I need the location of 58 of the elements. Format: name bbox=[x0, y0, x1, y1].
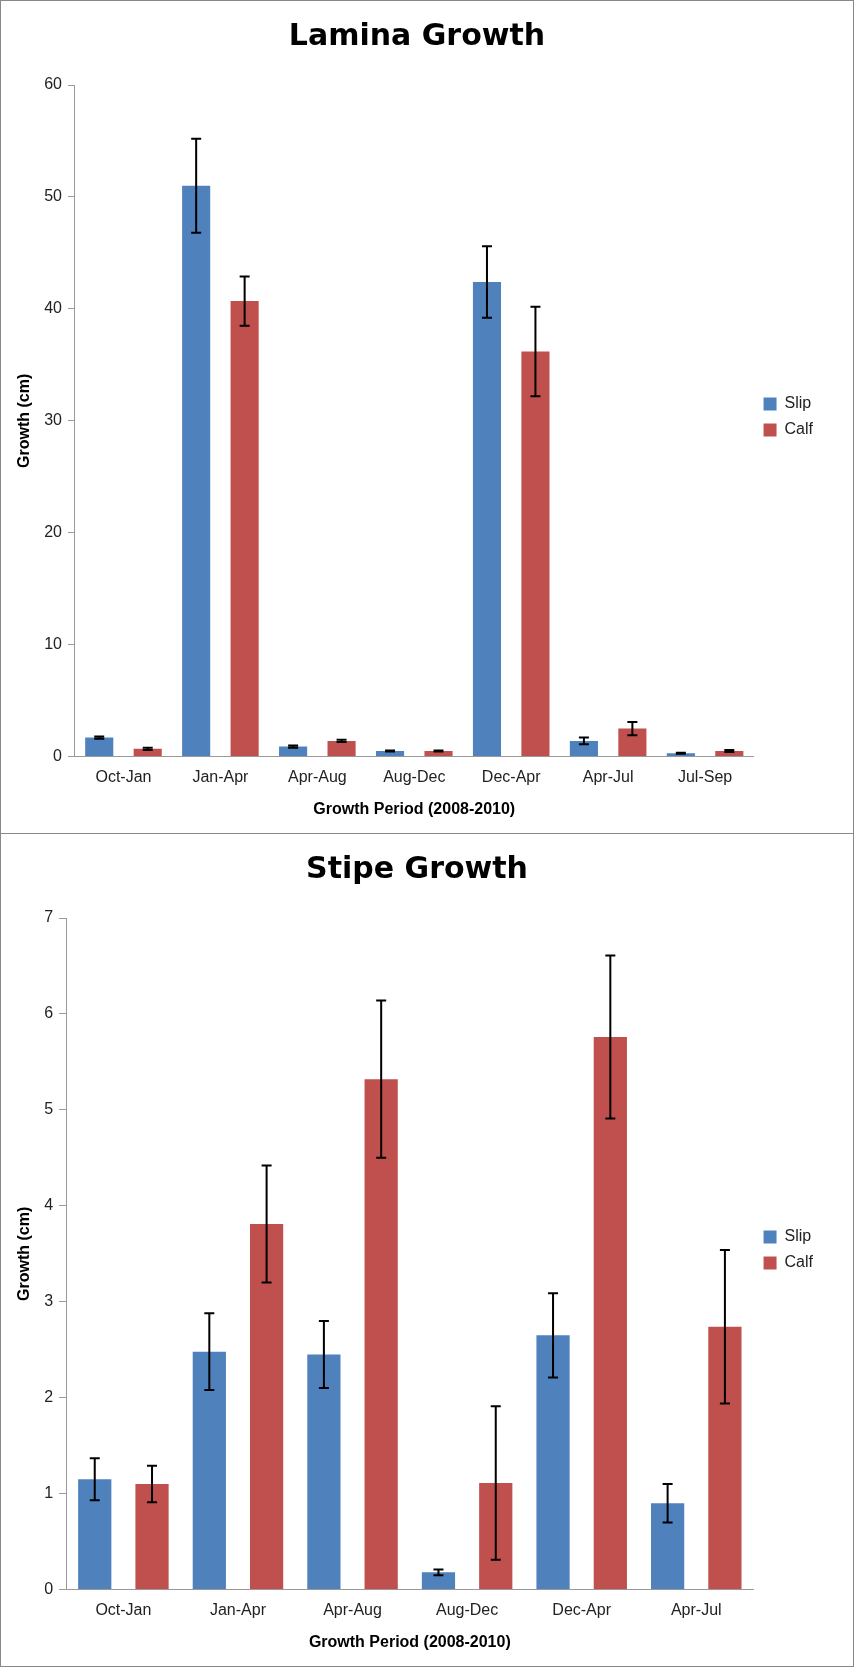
x-axis-title: Growth Period (2008-2010) bbox=[313, 799, 516, 817]
bar bbox=[536, 1335, 570, 1590]
bar bbox=[135, 1484, 169, 1590]
y-tick-label: 1 bbox=[44, 1484, 54, 1502]
x-tick-label: Apr-Aug bbox=[287, 767, 347, 785]
y-tick-label: 40 bbox=[44, 299, 63, 317]
y-tick-label: 6 bbox=[44, 1004, 54, 1022]
bar bbox=[249, 1224, 284, 1590]
bar bbox=[593, 1036, 627, 1590]
y-tick-label: 5 bbox=[44, 1100, 54, 1118]
y-tick-label: 7 bbox=[44, 908, 54, 926]
x-tick-label: Jul-Sep bbox=[677, 767, 733, 785]
y-tick-label: 0 bbox=[44, 1580, 54, 1598]
bar bbox=[521, 351, 550, 757]
y-tick-label: 20 bbox=[44, 523, 63, 541]
bar bbox=[307, 1354, 341, 1590]
y-tick-label: 10 bbox=[44, 635, 63, 653]
x-tick-label: Jan-Apr bbox=[192, 767, 250, 785]
y-tick-label: 4 bbox=[44, 1196, 54, 1214]
y-tick-label: 0 bbox=[53, 747, 63, 765]
bar bbox=[651, 1503, 685, 1590]
bar bbox=[182, 185, 211, 757]
y-tick-label: 30 bbox=[44, 411, 63, 429]
y-axis-title: Growth (cm) bbox=[15, 1206, 33, 1301]
x-tick-label: Aug-Dec bbox=[435, 1600, 499, 1618]
x-tick-label: Apr-Jul bbox=[582, 767, 634, 785]
bar bbox=[78, 1479, 112, 1590]
bar bbox=[472, 282, 502, 757]
y-tick-label: 2 bbox=[44, 1388, 54, 1406]
x-tick-label: Jan-Apr bbox=[209, 1600, 267, 1618]
bar bbox=[364, 1079, 398, 1590]
bar bbox=[85, 737, 114, 757]
x-axis-title: Growth Period (2008-2010) bbox=[308, 1632, 511, 1650]
x-tick-label: Aug-Dec bbox=[383, 767, 446, 785]
x-tick-label: Dec-Apr bbox=[552, 1600, 612, 1618]
bar bbox=[479, 1483, 513, 1590]
bar bbox=[327, 740, 356, 757]
legend-label: Calf bbox=[784, 420, 814, 438]
y-tick-label: 60 bbox=[44, 75, 63, 93]
y-tick-label: 3 bbox=[44, 1292, 54, 1310]
chart-title: Lamina Growth bbox=[288, 16, 546, 52]
legend-label: Slip bbox=[784, 1227, 812, 1245]
bar bbox=[569, 740, 598, 757]
x-tick-label: Oct-Jan bbox=[95, 767, 152, 785]
bar bbox=[708, 1326, 742, 1590]
y-tick-label: 50 bbox=[44, 187, 63, 205]
x-tick-label: Apr-Aug bbox=[323, 1600, 382, 1618]
y-axis-title: Growth (cm) bbox=[15, 373, 33, 468]
bar bbox=[618, 728, 647, 757]
bar bbox=[230, 301, 259, 757]
x-tick-label: Dec-Apr bbox=[481, 767, 542, 785]
legend-label: Calf bbox=[784, 1253, 814, 1271]
chart-title: Stipe Growth bbox=[306, 849, 528, 885]
x-tick-label: Apr-Jul bbox=[670, 1600, 722, 1618]
legend-label: Slip bbox=[784, 394, 812, 412]
x-tick-label: Oct-Jan bbox=[95, 1600, 152, 1618]
bar bbox=[421, 1572, 456, 1590]
bar bbox=[192, 1351, 226, 1590]
